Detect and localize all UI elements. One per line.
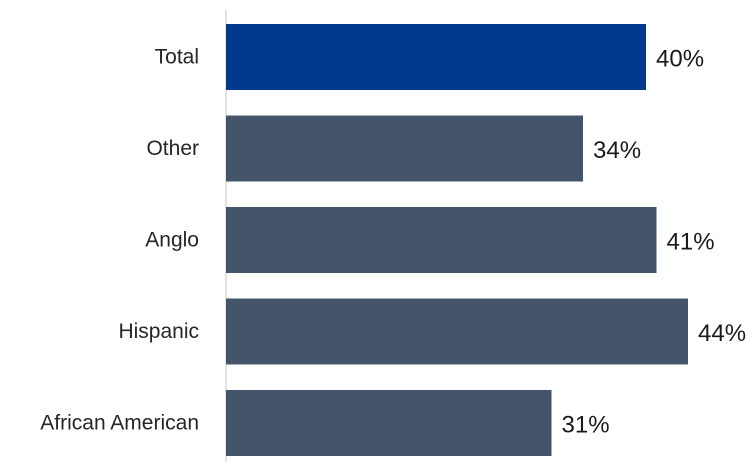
value-label-other: 34% (593, 137, 641, 164)
value-label-total: 40% (656, 46, 704, 73)
bar-african-american (226, 390, 552, 456)
bars-group (226, 24, 688, 456)
bar-hispanic (226, 298, 688, 365)
category-label-hispanic: Hispanic (118, 320, 199, 343)
value-label-african-american: 31% (562, 412, 610, 439)
value-label-hispanic: 44% (698, 320, 746, 347)
value-label-anglo: 41% (667, 229, 715, 256)
bar-other (226, 115, 583, 182)
category-label-other: Other (146, 137, 199, 160)
category-label-african-american: African American (40, 412, 199, 435)
value-labels: 40% 34% 41% 44% 31% (562, 46, 747, 439)
bar-anglo (226, 207, 657, 273)
category-labels: Total Other Anglo Hispanic African American (40, 46, 199, 435)
category-label-anglo: Anglo (145, 229, 199, 252)
bar-total (226, 24, 646, 90)
category-label-total: Total (155, 46, 199, 69)
